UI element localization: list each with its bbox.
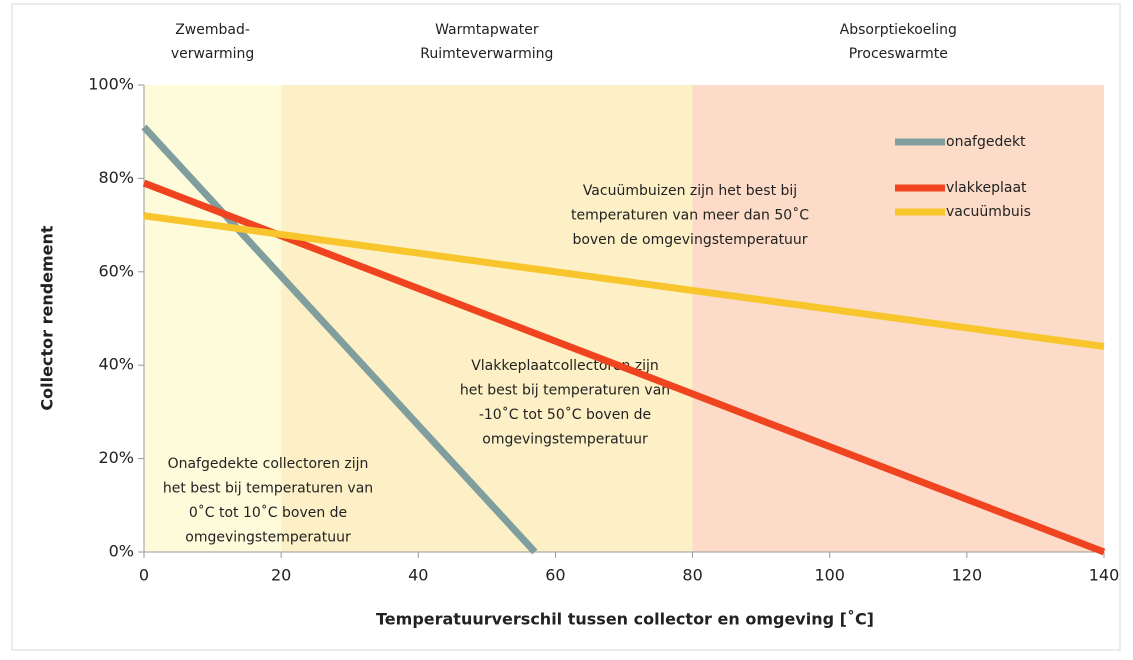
series-line [141,124,538,555]
annotation: boven de omgevingstemperatuur [572,232,807,248]
x-tick-label: 40 [408,566,428,585]
x-tick-label: 120 [952,566,983,585]
annotation: omgevingstemperatuur [482,432,648,448]
band-label: Warmtapwater [435,22,539,38]
annotation: Onafgedekte collectoren zijn [168,456,369,472]
legend-label: vlakkeplaat [946,180,1027,196]
band [144,85,282,552]
x-tick-label: 80 [682,566,702,585]
x-tick-label: 60 [545,566,565,585]
x-tick-label: 100 [814,566,845,585]
annotation: het best bij temperaturen van [460,383,670,399]
band-label: Zwembad- [175,22,250,38]
series-line [142,179,1106,556]
x-tick-label: 20 [271,566,291,585]
legend-label: vacuümbuis [946,204,1031,220]
annotation: omgevingstemperatuur [185,530,351,546]
annotation: Vacuümbuizen zijn het best bij [583,183,797,199]
annotation: temperaturen van meer dan 50˚C [571,207,809,224]
band-label: Absorptiekoeling [840,22,957,38]
band-label: verwarming [171,46,254,62]
y-tick-label: 0% [109,542,134,561]
x-tick-label: 140 [1089,566,1120,585]
band-label: Ruimteverwarming [420,46,553,62]
y-tick-label: 80% [98,168,134,187]
y-axis-label: Collector rendement [38,225,57,410]
y-tick-label: 20% [98,448,134,467]
y-tick-label: 40% [98,355,134,374]
band-label: Proceswarmte [849,46,948,62]
annotation: het best bij temperaturen van [163,481,373,497]
annotation: -10˚C tot 50˚C boven de [479,406,651,423]
y-tick-label: 60% [98,261,134,280]
x-tick-label: 0 [139,566,149,585]
series-line [143,212,1105,350]
annotation: 0˚C tot 10˚C boven de [189,504,347,521]
legend-label: onafgedekt [946,134,1026,150]
y-tick-label: 100% [88,75,134,94]
x-axis-label: Temperatuurverschil tussen collector en … [376,610,874,629]
